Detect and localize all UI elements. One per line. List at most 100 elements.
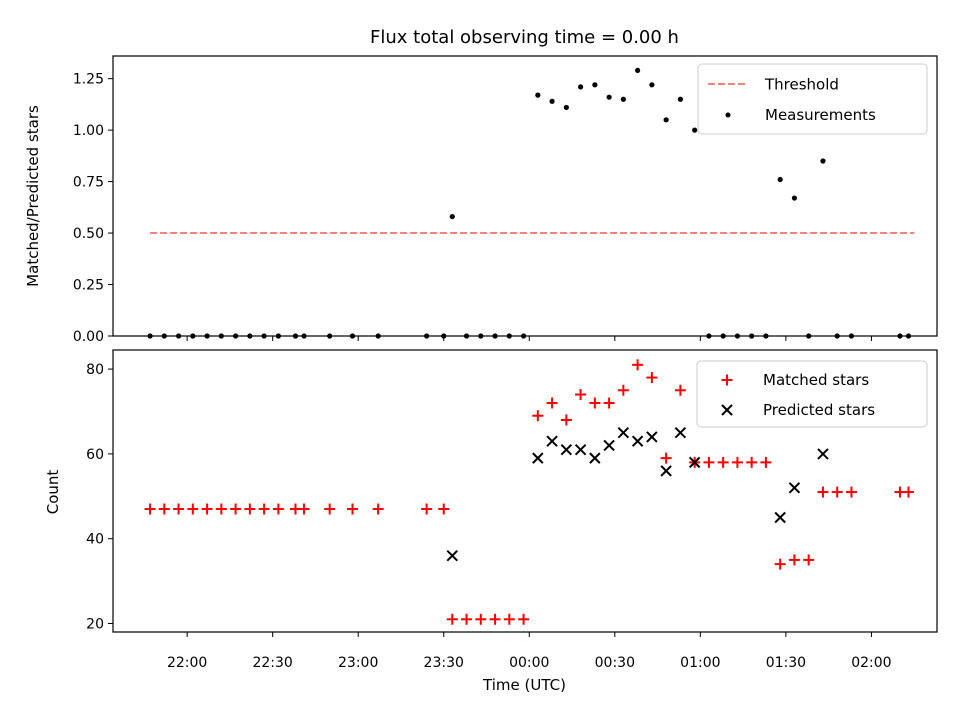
count-legend: Matched stars Predicted stars: [696, 360, 928, 428]
ratio-legend-box: [697, 63, 928, 135]
matched-star-point: [788, 554, 800, 566]
matched-star-point: [144, 503, 156, 515]
measurement-point: [606, 94, 612, 100]
measurement-point: [820, 158, 826, 164]
predicted-star-point: [646, 431, 658, 443]
chart-title: Flux total observing time = 0.00 h: [370, 27, 679, 48]
predicted-star-point: [817, 448, 829, 460]
ratio-x-ticks: [186, 336, 872, 341]
measurement-point: [677, 96, 683, 102]
matched-star-point: [674, 384, 686, 396]
y-tick-label: 0.75: [73, 175, 104, 191]
predicted-star-point: [546, 435, 558, 447]
matched-star-point: [560, 414, 572, 426]
matched-star-point: [831, 486, 843, 498]
x-tick-label: 23:30: [424, 655, 464, 671]
y-tick-label: 20: [86, 617, 104, 633]
measurement-point: [563, 104, 569, 111]
legend-matched-label: Matched stars: [763, 371, 869, 389]
matched-star-point: [518, 613, 530, 625]
count-x-ticks: 22:00 22:30 23:00 23:30 00:00 00:30 01:00 01:30…: [167, 632, 892, 671]
predicted-star-point: [688, 456, 701, 469]
matched-star-point: [230, 503, 242, 515]
matched-star-point: [817, 486, 829, 498]
matched-star-point: [347, 503, 359, 515]
matched-star-point: [158, 503, 170, 515]
x-axis-label: Time (UTC): [482, 676, 566, 694]
x-tick-label: 00:00: [509, 655, 549, 671]
measurement-point: [791, 195, 798, 201]
matched-star-point: [731, 456, 743, 468]
matched-star-point: [845, 486, 857, 498]
predicted-star-point: [603, 439, 615, 452]
measurement-point: [692, 127, 698, 133]
predicted-star-point: [674, 426, 687, 439]
y-tick-label: 60: [86, 447, 104, 463]
legend-predicted-swatch: [721, 404, 733, 416]
matched-star-point: [298, 503, 310, 515]
measurement-point: [577, 84, 584, 90]
y-tick-label: 40: [86, 532, 104, 548]
ratio-y-ticks: 0.00 0.25 0.50 0.75 1.00 1.25: [73, 72, 113, 345]
matched-star-point: [244, 503, 256, 515]
legend-measurements-label: Measurements: [765, 106, 876, 124]
measurement-point: [635, 67, 641, 74]
matched-star-point: [421, 503, 433, 515]
predicted-star-point: [532, 452, 544, 464]
measurement-point: [663, 117, 669, 123]
matched-star-point: [774, 558, 786, 570]
count-plot-area: [144, 359, 914, 625]
matched-star-point: [446, 613, 458, 625]
matched-star-point: [489, 613, 501, 625]
matched-star-point: [201, 503, 213, 515]
matched-star-point: [475, 613, 487, 625]
y-tick-label: 80: [86, 362, 104, 378]
matched-star-point: [272, 503, 284, 515]
matched-star-point: [603, 397, 615, 409]
ratio-legend: Threshold Measurements: [697, 63, 928, 135]
y-tick-label: 0.50: [73, 226, 104, 242]
legend-threshold-label: Threshold: [764, 76, 839, 94]
measurement-point: [549, 98, 555, 104]
matched-star-point: [617, 384, 629, 396]
matched-star-point: [902, 486, 914, 498]
x-tick-label: 22:00: [167, 655, 207, 671]
matched-star-point: [187, 503, 199, 515]
matched-star-point: [760, 456, 772, 468]
matched-star-point: [660, 452, 672, 464]
x-tick-label: 23:00: [338, 655, 378, 671]
x-tick-label: 22:30: [252, 655, 292, 671]
measurement-point: [592, 82, 598, 88]
x-tick-label: 01:30: [766, 655, 806, 671]
matched-star-point: [632, 359, 644, 371]
predicted-star-point: [560, 443, 573, 456]
measurement-point: [449, 213, 455, 220]
matched-star-point: [589, 397, 601, 409]
measurement-point: [535, 92, 541, 98]
matched-star-point: [803, 554, 815, 566]
count-legend-box: [696, 360, 928, 428]
matched-star-point: [646, 372, 658, 384]
ratio-y-axis-label: Matched/Predicted stars: [24, 105, 42, 287]
matched-star-point: [703, 456, 715, 468]
predicted-star-point: [774, 511, 786, 524]
count-y-ticks: 20 40 60 80: [86, 362, 113, 633]
measurement-point: [777, 176, 783, 183]
matched-star-point: [575, 389, 587, 401]
predicted-star-point: [788, 482, 801, 494]
predicted-star-point: [589, 452, 601, 464]
matched-star-point: [461, 613, 473, 625]
x-tick-label: 02:00: [851, 655, 891, 671]
matched-star-point: [532, 410, 544, 422]
predicted-star-point: [660, 465, 672, 477]
predicted-star-point: [617, 426, 630, 439]
predicted-star-point: [574, 443, 587, 456]
matched-star-point: [258, 503, 270, 515]
predicted-star-point: [631, 435, 644, 447]
measurement-point: [649, 82, 655, 88]
y-tick-label: 0.00: [73, 329, 104, 345]
matched-star-point: [438, 503, 450, 515]
ratio-panel: Flux total observing time = 0.00 h 0.00 0…: [24, 27, 938, 345]
x-tick-label: 00:30: [595, 655, 635, 671]
